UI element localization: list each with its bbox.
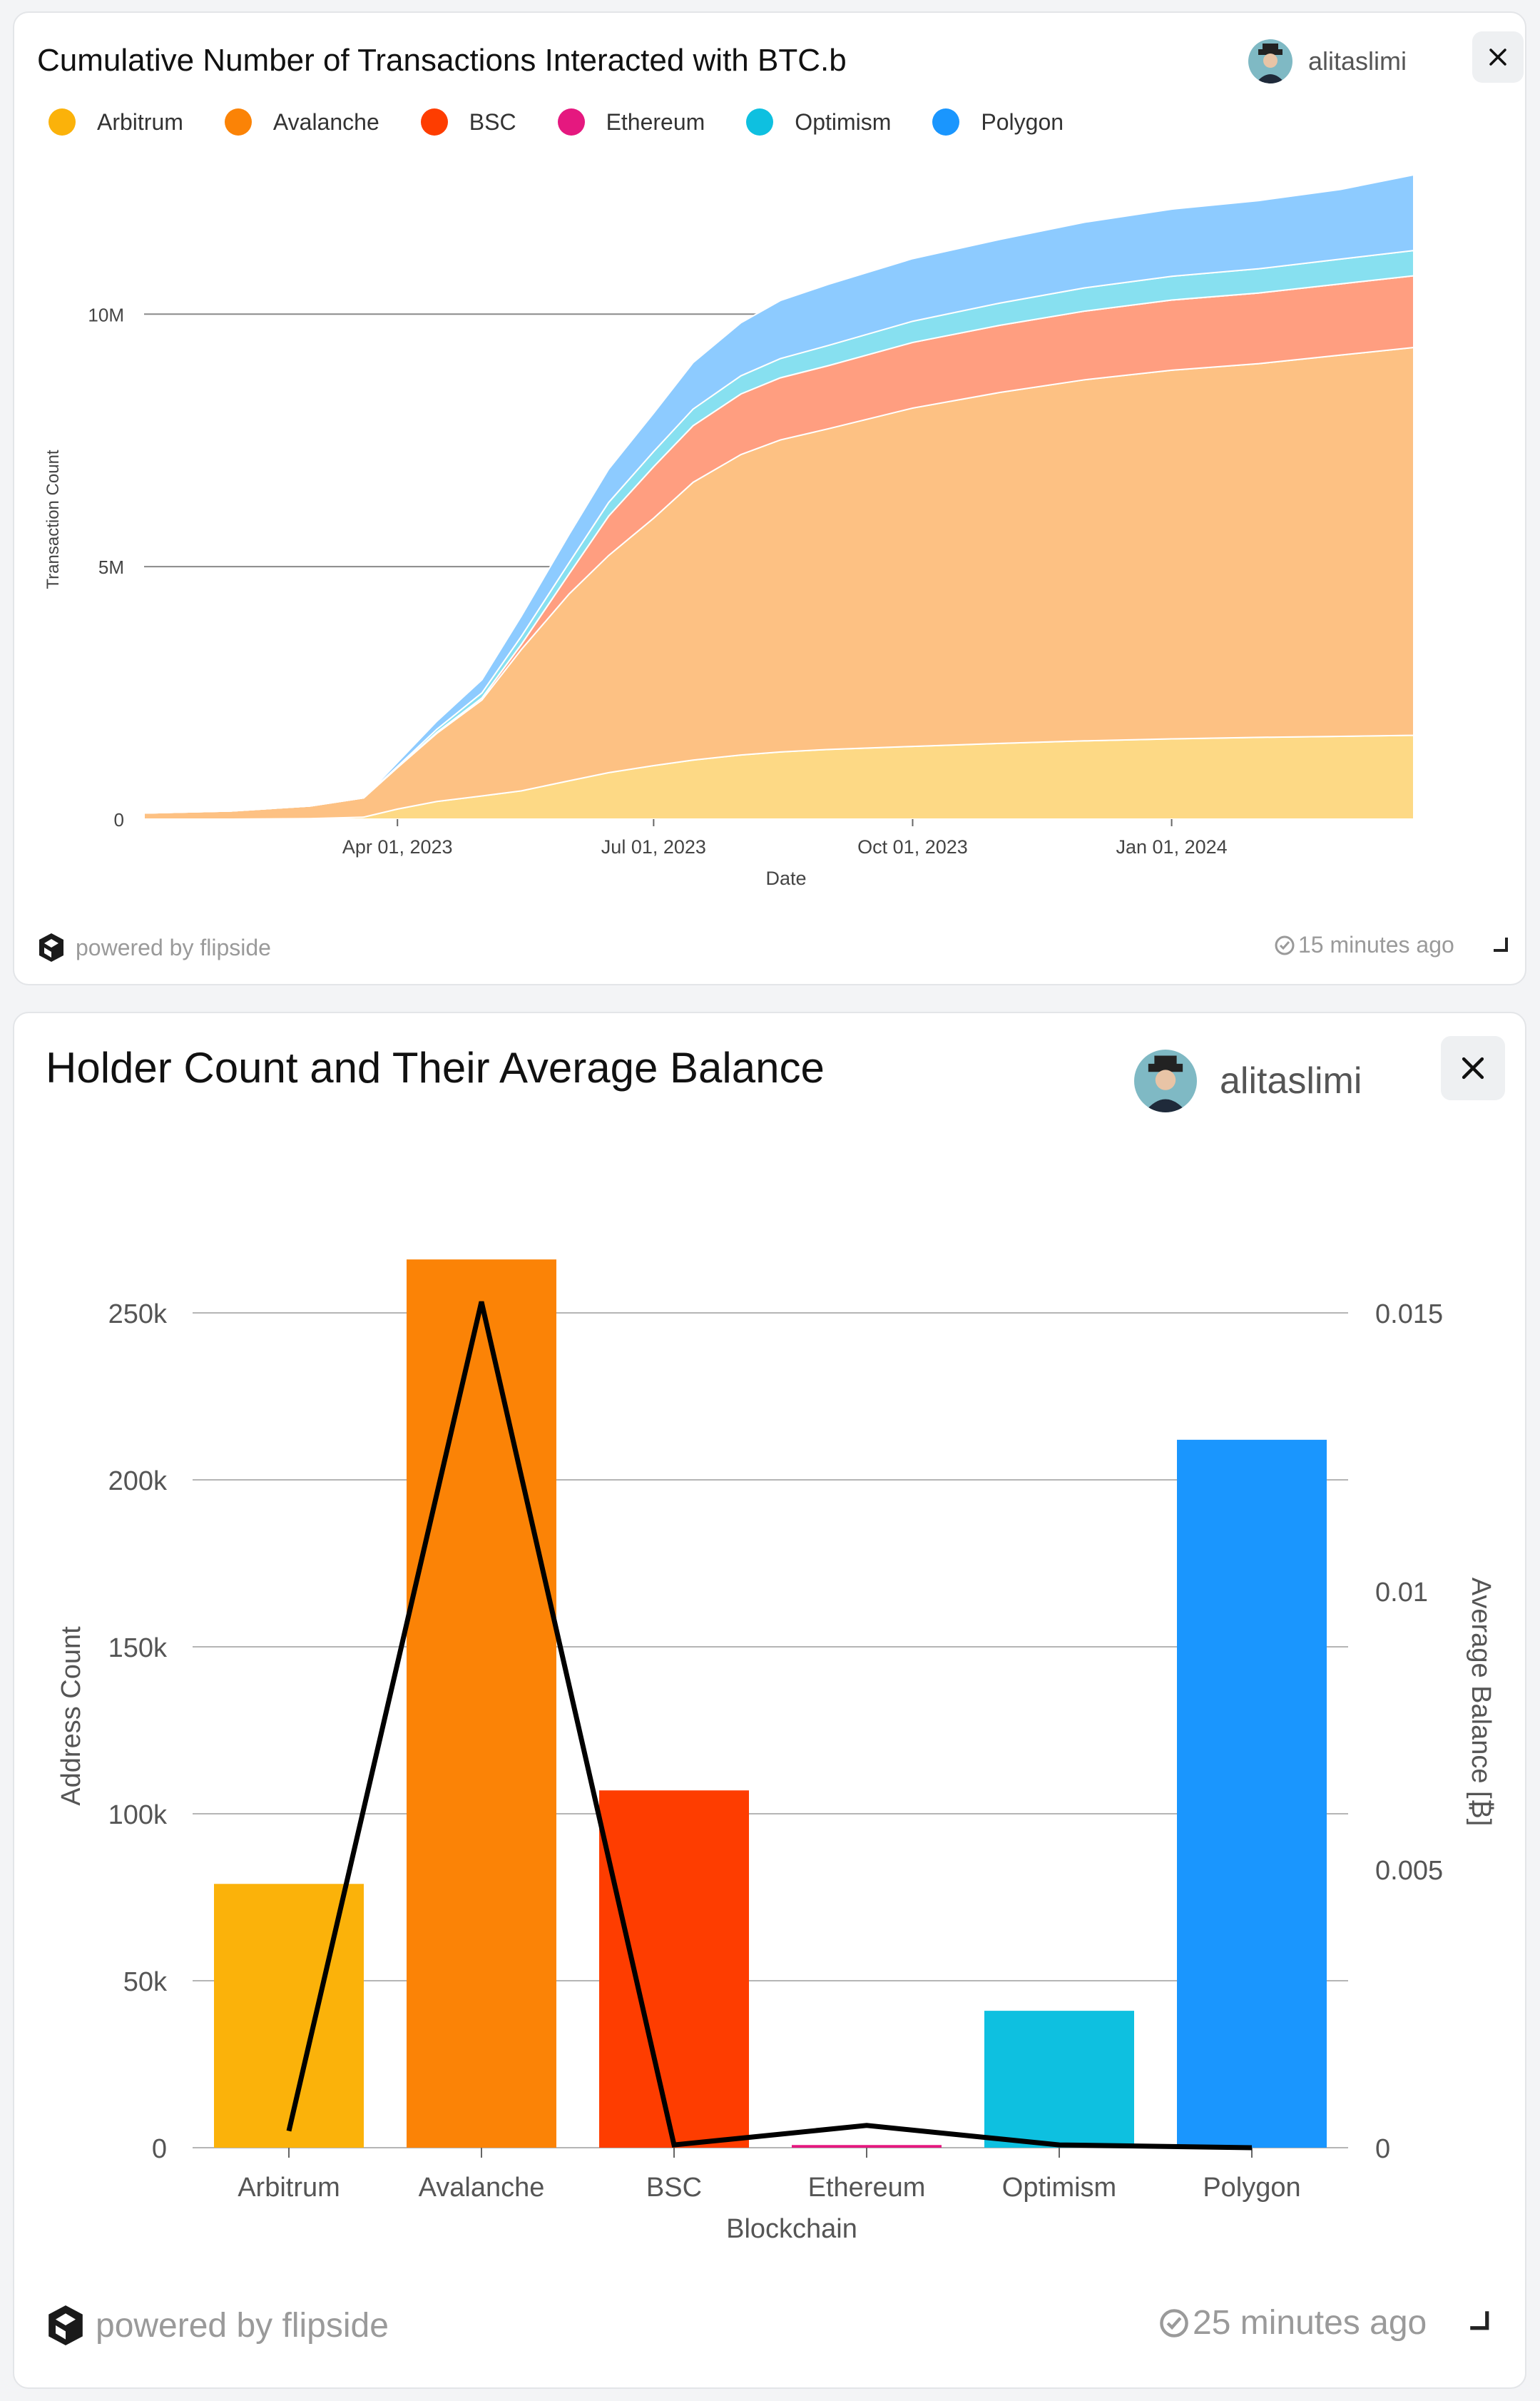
- username[interactable]: alitaslimi: [1220, 1060, 1362, 1102]
- legend-swatch: [224, 108, 252, 136]
- line-average-balance: [286, 1301, 1253, 2151]
- x-tick-label: Arbitrum: [238, 2173, 340, 2203]
- legend-swatch: [746, 108, 774, 136]
- legend-item-optimism[interactable]: Optimism: [746, 108, 891, 136]
- updated-label: 15 minutes ago: [1298, 932, 1454, 958]
- y2-tick-label: 0.005: [1375, 1856, 1443, 1886]
- bar-optimism: [984, 2011, 1134, 2148]
- close-icon: [1489, 49, 1506, 66]
- close-icon: [1462, 1057, 1484, 1080]
- resize-handle-icon[interactable]: [1467, 2308, 1491, 2332]
- y-tick-label: 200k: [108, 1466, 168, 1496]
- avatar: [1134, 1050, 1197, 1112]
- user-badge[interactable]: alitaslimi: [1134, 1035, 1362, 1127]
- area-polygon: [143, 173, 1414, 814]
- x-tick-label: Ethereum: [808, 2173, 926, 2203]
- legend-label: Ethereum: [606, 108, 705, 135]
- legend-label: Polygon: [981, 108, 1064, 135]
- y2-tick-label: 0.015: [1375, 1299, 1443, 1329]
- bar-polygon: [1177, 1439, 1327, 2148]
- legend-label: Optimism: [795, 108, 892, 135]
- chart-legend: Arbitrum Avalanche BSC Ethereum Optimism Poly…: [49, 108, 1105, 136]
- flipside-brand[interactable]: powered by flipside: [46, 2303, 389, 2347]
- y-tick-label: 150k: [108, 1633, 168, 1663]
- chart-card-transactions: Cumulative Number of Transactions Intera…: [13, 11, 1526, 985]
- x-tick-label: Apr 01, 2023: [342, 836, 453, 858]
- user-badge[interactable]: alitaslimi: [1248, 26, 1407, 97]
- flipside-logo-icon: [49, 2305, 83, 2345]
- bar-avalanche: [407, 1259, 556, 2148]
- y2-tick-label: 0: [1375, 2134, 1390, 2164]
- legend-item-avalanche[interactable]: Avalanche: [224, 108, 379, 136]
- x-tick-label: Optimism: [1002, 2173, 1116, 2203]
- y-tick-label: 250k: [108, 1299, 168, 1329]
- y2-tick-label: 0.01: [1375, 1578, 1428, 1608]
- bar-ethereum: [792, 2145, 942, 2148]
- y-tick-label: 0: [114, 809, 124, 831]
- legend-swatch: [420, 108, 448, 136]
- flipside-brand[interactable]: powered by flipside: [37, 932, 271, 963]
- y-tick-label: 50k: [123, 1967, 168, 1997]
- username[interactable]: alitaslimi: [1308, 46, 1407, 76]
- bar-arbitrum: [214, 1884, 364, 2148]
- check-clock-icon: [1160, 2308, 1188, 2337]
- x-tick-label: Jul 01, 2023: [601, 836, 706, 858]
- bar-bsc: [599, 1790, 749, 2148]
- legend-item-ethereum[interactable]: Ethereum: [557, 108, 705, 136]
- x-tick-label: Avalanche: [419, 2173, 545, 2203]
- legend-swatch: [49, 108, 76, 136]
- card-title: Cumulative Number of Transactions Intera…: [37, 43, 847, 78]
- area-chart: 0 5M 10M Apr 01, 2023 Jul 01, 2023 Oct 01, 20…: [44, 173, 1414, 889]
- brand-label: powered by flipside: [96, 2306, 389, 2345]
- x-axis-label: Blockchain: [726, 2214, 857, 2244]
- flipside-logo-icon: [39, 933, 63, 962]
- y-axis-label: Address Count: [56, 1626, 86, 1806]
- close-button[interactable]: [1441, 1036, 1505, 1100]
- legend-label: Avalanche: [272, 108, 379, 135]
- check-clock-icon: [1275, 935, 1295, 955]
- legend-label: BSC: [469, 108, 516, 135]
- y-tick-label: 0: [152, 2134, 167, 2164]
- x-tick-label: Jan 01, 2024: [1116, 836, 1228, 858]
- avatar: [1248, 39, 1292, 83]
- resize-handle-icon[interactable]: [1491, 935, 1509, 953]
- x-tick-label: Oct 01, 2023: [857, 836, 968, 858]
- x-axis-label: Date: [765, 868, 806, 889]
- legend-item-arbitrum[interactable]: Arbitrum: [49, 108, 183, 136]
- chart-card-holders: Holder Count and Their Average Balance a…: [13, 1012, 1526, 2389]
- legend-swatch: [932, 108, 960, 136]
- card-title: Holder Count and Their Average Balance: [46, 1044, 825, 1092]
- last-updated: 25 minutes ago: [1158, 2303, 1427, 2342]
- legend-label: Arbitrum: [97, 108, 183, 135]
- close-button[interactable]: [1472, 31, 1524, 83]
- x-tick-label: BSC: [646, 2173, 702, 2203]
- y2-axis-label: Average Balance [₿]: [1466, 1578, 1496, 1827]
- y-axis-label: Transaction Count: [44, 450, 63, 589]
- updated-label: 25 minutes ago: [1193, 2304, 1427, 2342]
- x-tick-label: Polygon: [1203, 2173, 1300, 2203]
- legend-item-polygon[interactable]: Polygon: [932, 108, 1064, 136]
- y-tick-label: 100k: [108, 1800, 168, 1830]
- last-updated: 15 minutes ago: [1274, 932, 1454, 958]
- brand-label: powered by flipside: [76, 934, 271, 960]
- legend-swatch: [557, 108, 585, 136]
- legend-item-bsc[interactable]: BSC: [420, 108, 516, 136]
- bar-line-chart: 0 50k 100k 150k 200k 250k 0 0.005 0.01 0.015 Arbit…: [56, 1259, 1496, 2244]
- y-tick-label: 5M: [98, 557, 124, 578]
- y-tick-label: 10M: [88, 304, 124, 325]
